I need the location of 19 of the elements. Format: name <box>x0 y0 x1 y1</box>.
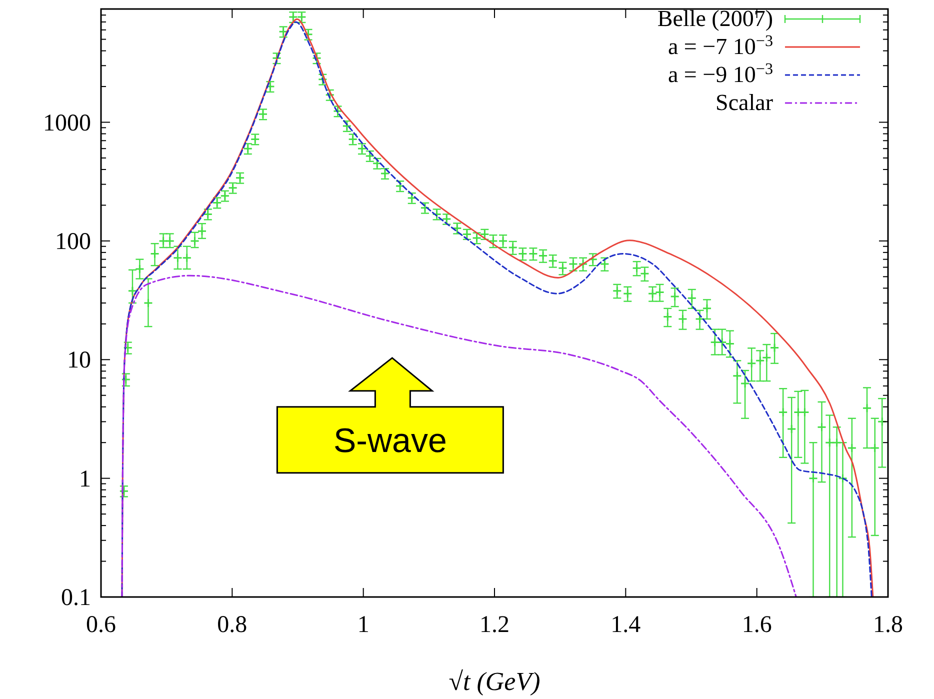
legend-label: Scalar <box>716 90 774 115</box>
annotation: S-wave <box>334 422 447 460</box>
x-tick-label: 0.6 <box>86 612 116 638</box>
legend-label: a = −7 10$^{−3}$ <box>668 32 773 59</box>
y-tick-label: 1 <box>79 466 91 492</box>
x-tick-label: 1.4 <box>610 612 641 638</box>
y-tick-label: 0.1 <box>61 585 91 611</box>
legend-label: a = −9 10$^{−3}$ <box>668 60 773 87</box>
y-tick-label: 10 <box>67 348 91 374</box>
y-tick-label: 1000 <box>43 110 91 136</box>
x-tick-label: 1 <box>357 612 370 638</box>
x-axis-title: √t (GeV) <box>448 667 540 696</box>
line-series <box>121 274 797 597</box>
x-tick-label: 1.2 <box>480 612 510 638</box>
x-tick-label: 1.6 <box>742 612 772 638</box>
x-tick-label: 1.8 <box>873 612 903 638</box>
y-tick-label: 100 <box>55 228 91 255</box>
legend-label: Belle (2007) <box>657 6 773 31</box>
x-tick-label: 0.8 <box>217 612 248 638</box>
